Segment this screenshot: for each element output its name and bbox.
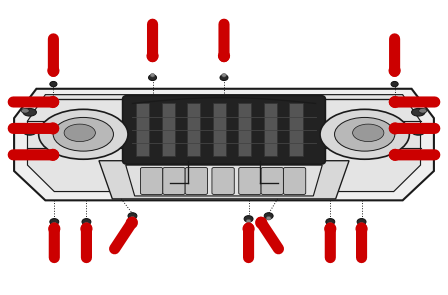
Ellipse shape: [151, 73, 155, 77]
Ellipse shape: [64, 124, 95, 142]
Bar: [263, 104, 277, 156]
Ellipse shape: [246, 219, 251, 223]
Polygon shape: [126, 165, 322, 196]
FancyBboxPatch shape: [284, 168, 306, 194]
FancyBboxPatch shape: [212, 168, 234, 194]
Ellipse shape: [50, 219, 59, 225]
Ellipse shape: [391, 81, 398, 87]
Ellipse shape: [419, 109, 427, 113]
Ellipse shape: [412, 151, 425, 159]
Ellipse shape: [222, 73, 226, 77]
Ellipse shape: [21, 109, 29, 113]
Bar: [289, 104, 302, 156]
Ellipse shape: [264, 213, 273, 219]
Bar: [238, 104, 251, 156]
Ellipse shape: [23, 151, 36, 159]
Ellipse shape: [335, 117, 395, 151]
Ellipse shape: [23, 109, 36, 116]
Ellipse shape: [149, 75, 156, 81]
Ellipse shape: [359, 222, 364, 226]
Polygon shape: [99, 161, 349, 199]
Bar: [136, 104, 150, 156]
Bar: [213, 104, 226, 156]
Polygon shape: [14, 89, 434, 200]
Ellipse shape: [357, 219, 366, 225]
Ellipse shape: [220, 75, 228, 81]
Ellipse shape: [412, 109, 425, 116]
Ellipse shape: [266, 217, 271, 220]
FancyBboxPatch shape: [141, 168, 163, 194]
FancyBboxPatch shape: [163, 168, 185, 194]
Ellipse shape: [50, 81, 57, 87]
Polygon shape: [27, 95, 421, 191]
Ellipse shape: [23, 127, 36, 135]
Bar: [187, 104, 200, 156]
FancyBboxPatch shape: [123, 96, 325, 164]
Ellipse shape: [419, 127, 427, 132]
Ellipse shape: [82, 219, 91, 225]
Ellipse shape: [328, 222, 333, 226]
Ellipse shape: [21, 151, 29, 156]
Ellipse shape: [326, 219, 335, 225]
FancyBboxPatch shape: [261, 168, 284, 194]
FancyBboxPatch shape: [185, 168, 207, 194]
Ellipse shape: [52, 222, 57, 226]
Ellipse shape: [320, 109, 409, 159]
Ellipse shape: [128, 213, 137, 219]
FancyBboxPatch shape: [239, 168, 261, 194]
Ellipse shape: [419, 151, 427, 156]
Bar: [162, 104, 175, 156]
Ellipse shape: [130, 217, 135, 220]
Ellipse shape: [53, 117, 113, 151]
Ellipse shape: [39, 109, 128, 159]
Ellipse shape: [244, 216, 253, 222]
Ellipse shape: [353, 124, 384, 142]
Ellipse shape: [412, 127, 425, 135]
Ellipse shape: [84, 222, 89, 226]
Ellipse shape: [21, 127, 29, 132]
